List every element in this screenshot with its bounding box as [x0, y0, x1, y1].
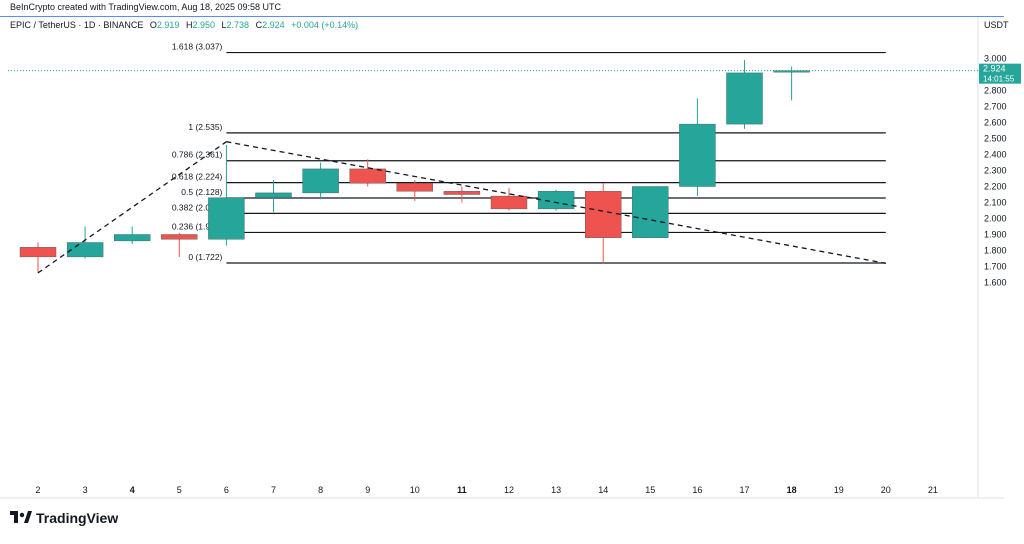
high-label: H	[185, 20, 193, 30]
time-tick-label: 20	[881, 485, 891, 495]
close-value: 2.924	[262, 20, 285, 30]
fib-level-label: 1 (2.535)	[188, 122, 222, 132]
price-tick-label: 1.800	[984, 246, 1007, 256]
candle-body-up[interactable]	[773, 70, 810, 73]
candle-body-up[interactable]	[255, 192, 292, 198]
price-tick-label: 2.000	[984, 214, 1007, 224]
time-tick-label: 18	[787, 485, 797, 495]
candle-body-up[interactable]	[302, 168, 339, 194]
time-tick-label: 17	[739, 485, 749, 495]
fib-level-label: 0.618 (2.224)	[172, 172, 223, 182]
time-tick-label: 12	[504, 485, 514, 495]
time-tick-label: 11	[457, 485, 467, 495]
low-label: L	[221, 20, 227, 30]
price-tick-label: 2.400	[984, 150, 1007, 160]
time-tick-label: 14	[598, 485, 608, 495]
candle-body-up[interactable]	[208, 197, 245, 240]
last-price-countdown: 14:01:55	[983, 75, 1015, 84]
candle-body-up[interactable]	[726, 72, 763, 125]
time-tick-label: 19	[834, 485, 844, 495]
time-tick-label: 21	[928, 485, 938, 495]
time-tick-label: 16	[692, 485, 702, 495]
price-tick-label: 2.100	[984, 198, 1007, 208]
high-value: 2.950	[192, 20, 215, 30]
candle-body-down[interactable]	[585, 191, 622, 238]
price-tick-label: 1.900	[984, 230, 1007, 240]
candle-body-down[interactable]	[161, 234, 198, 240]
currency-label[interactable]: USDT	[984, 20, 1009, 30]
candle-body-up[interactable]	[66, 242, 104, 258]
fib-level-label: 0.786 (2.361)	[172, 150, 223, 160]
time-tick-label: 8	[318, 485, 323, 495]
symbol-name: EPIC / TetherUS · 1D · BINANCE	[10, 20, 144, 30]
candle-body-down[interactable]	[19, 247, 57, 258]
fib-level-label: 0 (1.722)	[188, 252, 222, 262]
time-tick-label: 7	[271, 485, 276, 495]
candle-body-down[interactable]	[396, 183, 433, 192]
time-tick-label: 3	[83, 485, 88, 495]
price-tick-label: 2.800	[984, 86, 1007, 96]
fib-level-label: 0.382 (2.032)	[172, 202, 223, 212]
fib-level-label: 0.5 (2.128)	[181, 187, 222, 197]
time-tick-label: 4	[130, 485, 135, 495]
candle-body-up[interactable]	[679, 123, 716, 187]
trend-line[interactable]	[37, 141, 227, 274]
last-price-value: 2.924	[983, 64, 1006, 74]
candle-body-up[interactable]	[632, 186, 669, 238]
time-tick-label: 2	[35, 485, 40, 495]
price-tick-label: 2.200	[984, 182, 1007, 192]
time-tick-label: 6	[224, 485, 229, 495]
low-value: 2.738	[226, 20, 250, 30]
time-tick-label: 13	[551, 485, 561, 495]
time-tick-label: 9	[365, 485, 370, 495]
price-tick-label: 1.700	[984, 262, 1007, 272]
candle-body-down[interactable]	[443, 191, 481, 195]
price-tick-label: 2.300	[984, 166, 1007, 176]
price-tick-label: 2.700	[984, 102, 1007, 112]
price-tick-label: 1.600	[984, 278, 1007, 288]
brand-name: TradingView	[36, 510, 119, 526]
change-value: +0.004 (+0.14%)	[291, 20, 359, 30]
price-tick-label: 2.600	[984, 118, 1007, 128]
open-label: O	[149, 20, 157, 30]
candle-body-up[interactable]	[537, 191, 575, 210]
open-value: 2.919	[156, 20, 180, 30]
price-tick-label: 2.500	[984, 134, 1007, 144]
header-divider	[0, 16, 1004, 17]
candle-body-down[interactable]	[349, 168, 386, 184]
close-label: C	[255, 20, 263, 30]
tradingview-logo[interactable]: TradingView	[10, 510, 118, 526]
time-tick-label: 15	[645, 485, 655, 495]
tradingview-logo-icon	[10, 511, 32, 523]
last-price-tag	[979, 63, 1021, 84]
candle-body-up[interactable]	[113, 234, 151, 242]
fib-level-label: 0.236 (1.913)	[172, 221, 223, 231]
time-tick-label: 10	[410, 485, 420, 495]
time-tick-label: 5	[177, 485, 182, 495]
chart-credit: BeInCrypto created with TradingView.com,…	[10, 2, 281, 12]
fib-level-label: 1.618 (3.037)	[172, 42, 223, 52]
candle-body-down[interactable]	[490, 195, 528, 210]
trend-line[interactable]	[226, 141, 886, 264]
symbol-legend[interactable]: EPIC / TetherUS · 1D · BINANCE O2.919 H2…	[10, 20, 358, 30]
price-tick-label: 3.000	[984, 54, 1007, 64]
